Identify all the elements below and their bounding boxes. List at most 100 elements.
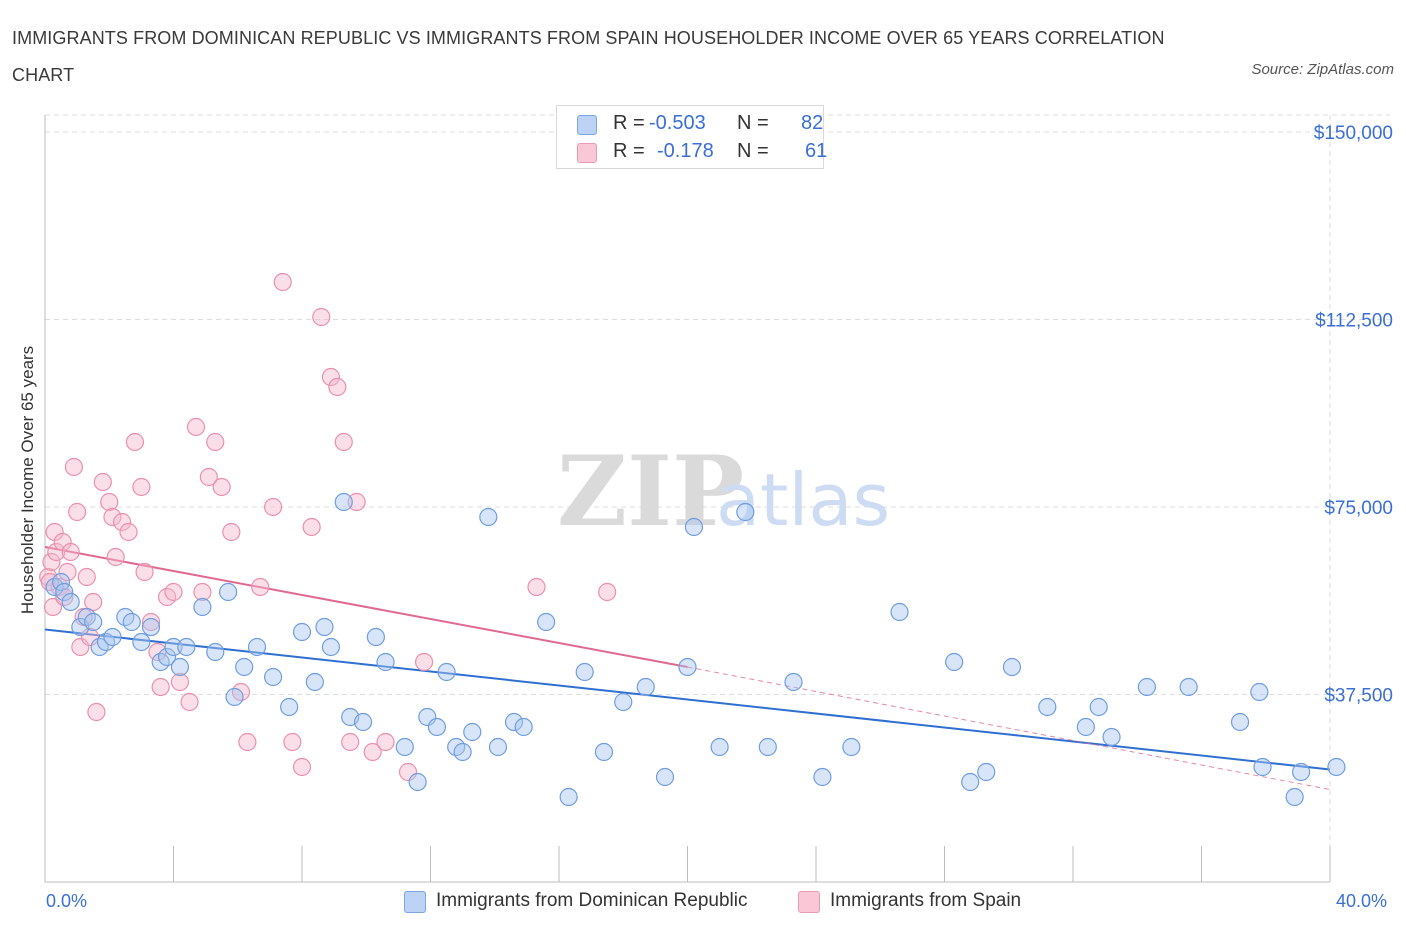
dominican-point-2 [55,582,74,602]
x-tick-label-min: 0.0% [46,891,88,911]
spain-point-32 [193,582,212,602]
dominican-point-15 [157,647,177,667]
dominican-point-29 [315,617,334,637]
y-tick-labels: $37,500 $75,000 $112,500 $150,000 [1314,123,1393,707]
dominican-point-70 [1089,697,1108,717]
dominican-point-13 [141,617,161,637]
dominican-point-38 [418,707,437,727]
dominican-point-6 [84,612,103,632]
spain-point-35 [212,477,231,497]
dominican-point-21 [219,582,238,602]
dominican-point-67 [1002,657,1022,677]
watermark-atlas: atlas [716,458,890,542]
dominican-point-12 [132,632,151,652]
dominican-point-62 [842,737,861,757]
legend-swatch-spain [577,143,597,163]
spain-point-26 [151,677,170,697]
dominican-point-42 [453,742,472,762]
dominican-point-61 [813,767,832,787]
bottom-legend-swatch-spain [798,891,820,913]
spain-point-7 [61,542,80,562]
dominican-point-45 [488,737,508,757]
dominican-point-20 [206,642,225,662]
spain-point-1 [42,552,61,572]
spain-point-36 [222,522,241,542]
watermark-zip: ZIP [557,435,744,548]
dominican-point-50 [575,662,594,682]
dominican-point-77 [1285,787,1304,807]
spain-point-24 [141,612,161,632]
spain-point-18 [106,547,125,567]
dominican-point-9 [103,627,122,647]
spain-point-47 [328,377,347,397]
dominican-point-57 [710,737,729,757]
n-value-dominican: 82 [801,112,824,134]
dominican-point-74 [1230,712,1250,732]
dominican-point-17 [170,657,190,677]
dominican-point-71 [1102,727,1121,747]
spain-point-49 [341,732,360,752]
dominican-point-36 [395,737,414,757]
dominican-point-34 [366,627,385,647]
data-points [39,272,1346,807]
dominican-point-64 [945,652,964,672]
trend-line-dominican [44,628,1331,771]
dominican-point-49 [559,787,578,807]
dominican-point-23 [235,657,254,677]
grid [45,114,1390,882]
dominican-point-28 [305,672,324,692]
spain-point-42 [283,732,302,752]
dominican-point-33 [353,712,373,732]
n-label: N = [737,112,769,134]
dominican-point-52 [614,692,633,712]
dominican-point-25 [263,667,283,687]
dominican-point-1 [51,572,71,592]
source-label: Source: ZipAtlas.com [1251,61,1394,78]
dominican-point-68 [1038,697,1057,717]
spain-point-9 [68,502,87,522]
dominican-point-75 [1250,682,1269,702]
spain-point-10 [71,637,90,657]
dominican-point-51 [594,742,614,762]
spain-point-54 [414,652,434,672]
axes [44,115,1331,883]
spain-point-39 [251,577,270,597]
dominican-point-46 [504,712,524,732]
y-axis-label: Householder Income Over 65 years [18,346,37,614]
spain-point-46 [321,367,341,387]
r-label: R = [613,140,645,162]
spain-point-50 [347,492,366,512]
spain-point-45 [312,307,331,327]
dominican-point-18 [177,637,196,657]
dominican-point-56 [684,517,704,537]
dominican-point-30 [321,637,341,657]
y-tick-label-0: $37,500 [1324,686,1393,707]
dominican-point-24 [247,637,267,657]
n-label: N = [737,140,769,162]
spain-point-28 [164,582,183,602]
dominican-point-58 [736,502,755,522]
spain-point-17 [103,507,122,527]
spain-point-12 [77,567,96,587]
spain-point-6 [58,562,77,582]
dominican-point-27 [292,622,312,642]
dominican-point-65 [961,772,980,792]
spain-point-40 [263,497,283,517]
spain-point-3 [47,542,66,562]
spain-point-29 [170,672,190,692]
y-tick-label-1: $75,000 [1324,498,1393,519]
spain-point-15 [93,472,112,492]
dominican-point-60 [784,672,803,692]
spain-point-16 [100,492,119,512]
dominican-point-31 [334,492,353,512]
dominican-point-66 [977,762,996,782]
spain-point-30 [180,692,199,712]
r-label: R = [613,112,645,134]
spain-point-14 [87,702,106,722]
dominican-point-63 [890,602,909,622]
legend-swatch-dominican [577,115,597,135]
dominican-point-44 [479,507,498,527]
dominican-point-48 [537,612,556,632]
